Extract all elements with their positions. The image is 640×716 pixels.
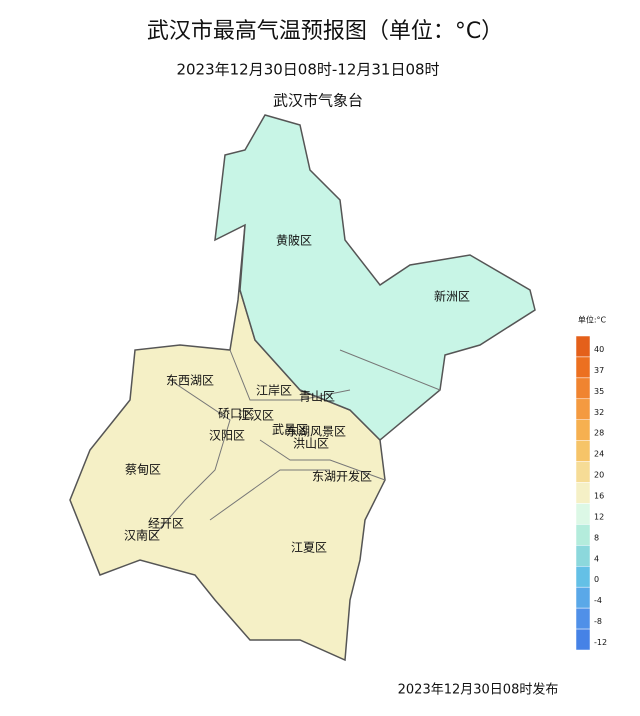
legend-swatch	[575, 356, 591, 379]
district-label: 青山区	[299, 390, 335, 404]
legend-label: -4	[594, 596, 602, 605]
district-labels: 黄陂区 新洲区 东西湖区 江岸区 青山区 硚口区 江汉区 汉阳区 武昌区 洪山区…	[124, 233, 470, 555]
legend-label: 12	[594, 512, 604, 521]
legend-label: 40	[594, 345, 604, 354]
legend-label: 4	[594, 554, 599, 563]
district-label: 经开区	[148, 517, 184, 531]
legend-swatch	[575, 398, 591, 420]
legend-swatch	[575, 461, 591, 483]
legend-swatch	[575, 524, 591, 546]
legend-label: 0	[594, 575, 599, 584]
district-label: 江夏区	[291, 541, 327, 555]
legend-label: 35	[594, 387, 604, 396]
legend-swatch	[575, 503, 591, 525]
district-label: 江岸区	[256, 384, 292, 398]
legend-swatch	[575, 545, 591, 567]
district-label: 汉南区	[124, 528, 160, 543]
title: 武汉市最高气温预报图（单位：°C）	[147, 19, 503, 44]
legend-label: 20	[594, 471, 604, 480]
legend-label: 37	[594, 366, 604, 375]
subtitle: 2023年12月30日08时-12月31日08时	[176, 61, 439, 79]
legend-label: 8	[594, 533, 599, 542]
legend-title: 单位:°C	[578, 315, 607, 325]
legend-swatch	[575, 335, 591, 358]
footer: 2023年12月30日08时发布	[398, 682, 559, 698]
district-label: 新洲区	[434, 289, 470, 304]
map	[69, 114, 536, 662]
legend-swatch	[575, 607, 591, 630]
legend-label: 28	[594, 429, 604, 438]
legend-label: 32	[594, 408, 604, 417]
legend-swatch	[575, 566, 591, 588]
district-label: 蔡甸区	[125, 463, 161, 477]
legend-swatch	[575, 628, 591, 651]
district-label: 东湖风景区	[286, 424, 346, 439]
legend-label: 24	[594, 450, 604, 459]
legend-swatch	[575, 482, 591, 504]
district-label: 汉阳区	[209, 429, 245, 443]
cool-region	[214, 114, 536, 442]
legend-swatch	[575, 586, 591, 609]
legend-label: -12	[594, 638, 607, 647]
legend-label: -8	[594, 617, 602, 626]
district-label: 武昌区	[272, 423, 308, 437]
district-label: 硚口区	[218, 407, 254, 421]
issuer: 武汉市气象台	[273, 92, 363, 110]
district-label: 黄陂区	[276, 233, 312, 248]
district-label: 东西湖区	[166, 373, 214, 388]
legend-swatch	[575, 377, 591, 400]
legend-label: 16	[594, 492, 604, 501]
legend-swatch	[575, 419, 591, 441]
district-borders	[149, 349, 441, 541]
district-label: 东湖开发区	[312, 469, 372, 484]
district-label: 洪山区	[293, 437, 329, 451]
district-label: 江汉区	[238, 409, 274, 423]
legend-swatch	[575, 440, 591, 462]
